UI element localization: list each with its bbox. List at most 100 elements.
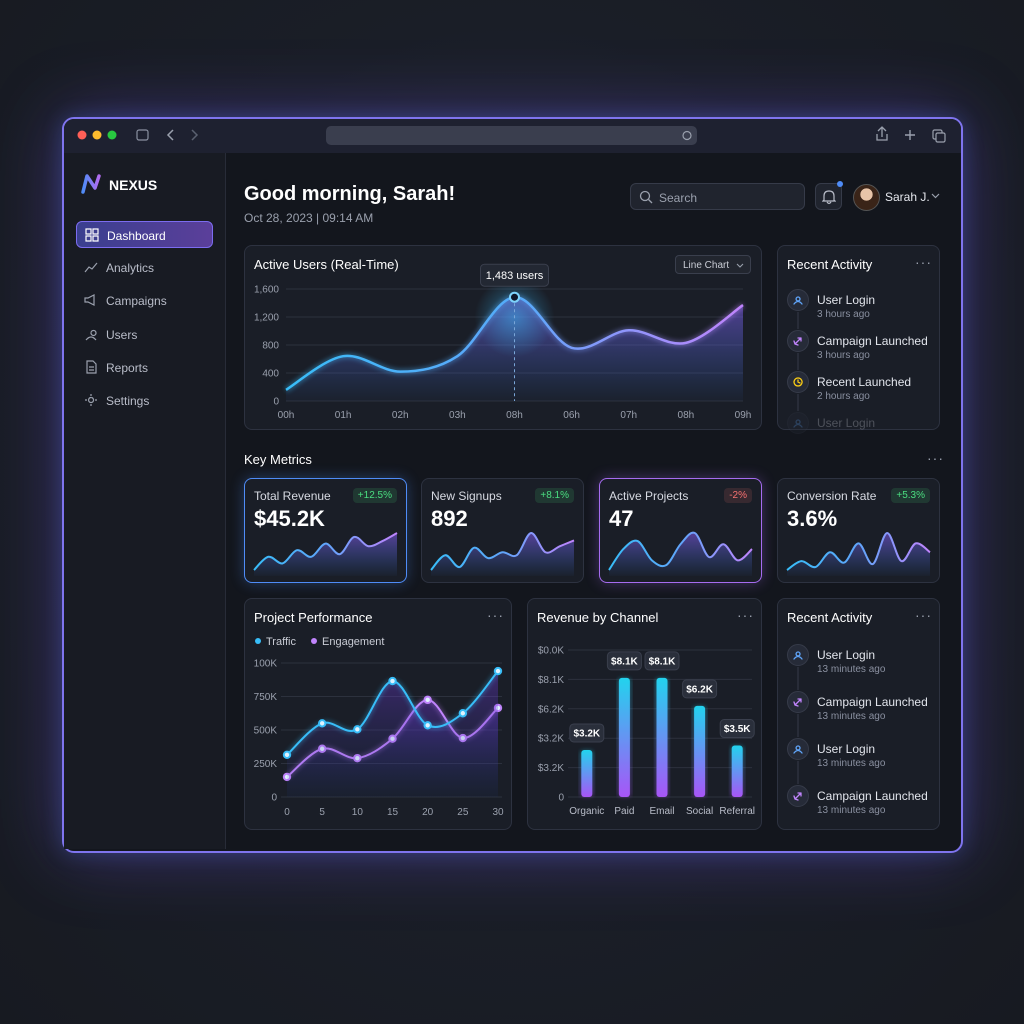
activity-icon-glyph [793,698,802,707]
nav-label: Campaigns [106,294,167,309]
value-label: $6.2K [686,684,713,695]
tooltip-text: 1,483 users [486,270,544,282]
value-label: $8.1K [649,656,676,667]
activity-icon [787,785,809,807]
value-label: $3.2K [573,728,600,739]
x-tick-label: 03h [449,410,466,421]
nav-item[interactable]: Analytics [76,254,213,281]
y-tick-label: 0 [271,793,277,804]
nav-icon [86,360,97,374]
sparkline-area [431,532,574,576]
series-point [282,750,292,759]
nav-icon [85,329,97,340]
x-tick-label: Referral [719,806,755,817]
series-area [287,671,498,797]
back-button[interactable] [166,129,174,141]
brand-name: NEXUS [109,177,158,193]
x-tick-label: 08h [678,410,695,421]
sparkline-area [254,533,397,576]
minimize-button[interactable] [92,130,102,140]
card-title: Recent Activity [787,610,873,625]
avatar[interactable] [853,184,880,211]
share-button[interactable] [876,126,888,141]
forward-button[interactable] [191,129,199,141]
y-tick-label: 1,600 [254,285,279,296]
x-tick-label: Email [649,806,674,817]
notifications-button[interactable] [815,181,843,210]
more-button[interactable]: ··· [487,607,504,623]
nav-label: Settings [106,394,150,408]
metric-label: Conversion Rate [787,489,877,503]
search-box[interactable]: Search [630,183,805,210]
activity-time: 13 minutes ago [817,664,886,675]
new-tab-button[interactable] [905,130,915,140]
x-tick-label: 06h [563,410,580,421]
address-bar[interactable] [326,126,697,145]
activity-time: 3 hours ago [817,309,870,320]
highlight-point [509,291,520,303]
nav-item[interactable]: Reports [76,354,213,381]
maximize-button[interactable] [107,130,117,140]
nav-item[interactable]: Dashboard [76,221,213,248]
brand-logo [81,174,101,194]
card-title: Recent Activity [787,257,873,272]
nav-item[interactable]: Campaigns [76,287,213,314]
more-button[interactable]: ··· [737,607,754,623]
activity-icon-glyph [793,296,803,305]
y-tick-label: 750K [254,692,278,703]
chart-type-dropdown[interactable]: Line Chart [675,255,751,274]
activity-icon [787,644,809,666]
sparkline [608,531,753,571]
nav-icon [85,394,97,406]
series-point [423,695,432,705]
y-tick-label: 100K [254,659,278,670]
browser-titlebar [64,119,961,153]
more-button[interactable]: ··· [915,607,932,623]
sidebar-toggle[interactable] [136,129,149,141]
nav-label: Dashboard [107,229,166,243]
bar [694,705,706,797]
nav-icon-path [85,394,97,406]
user-menu-caret[interactable] [931,193,940,199]
dropdown-caret [736,263,744,268]
y-tick-label: 800 [262,341,279,352]
activity-icon-glyph [793,792,802,801]
nav-item[interactable]: Users [76,321,213,348]
series-point [493,666,503,676]
activity-time: 13 minutes ago [817,758,886,769]
more-button[interactable]: ··· [915,254,932,270]
sparkline [430,532,575,571]
nav-item[interactable]: Settings [76,387,213,414]
sparkline-area [609,532,752,576]
more-button[interactable]: ··· [927,450,944,466]
y-tick-label: 0 [558,793,564,804]
activity-title: Campaign Launched [817,789,928,803]
notification-dot [837,181,843,187]
activity-icon-glyph [793,337,802,346]
card-title: Revenue by Channel [537,610,659,625]
user-name[interactable]: Sarah J. [885,190,930,204]
metric-change: +12.5% [352,488,397,503]
reload-button[interactable] [682,130,692,141]
series-point [458,709,468,718]
metric-value: 3.6% [787,506,838,531]
x-tick-label: 08h [506,410,523,421]
activity-title: User Login [817,742,876,756]
activity-icon [787,412,809,434]
series-point [423,721,432,730]
activity-icon-bg [787,289,809,311]
activity-title: Campaign Launched [817,695,928,709]
bar [731,745,743,797]
card-title: Active Users (Real-Time) [254,257,399,272]
y-tick-label: $3.2K [538,734,564,745]
nav-label: Reports [106,360,149,375]
sparkline [253,532,398,571]
y-tick-label: $8.1K [538,675,564,686]
metric-label: Total Revenue [254,489,331,503]
x-tick-label: 20 [422,807,434,818]
series-point [388,676,397,686]
metric-value: 892 [431,506,468,531]
close-button[interactable] [77,130,87,140]
tooltip-box [480,263,549,287]
